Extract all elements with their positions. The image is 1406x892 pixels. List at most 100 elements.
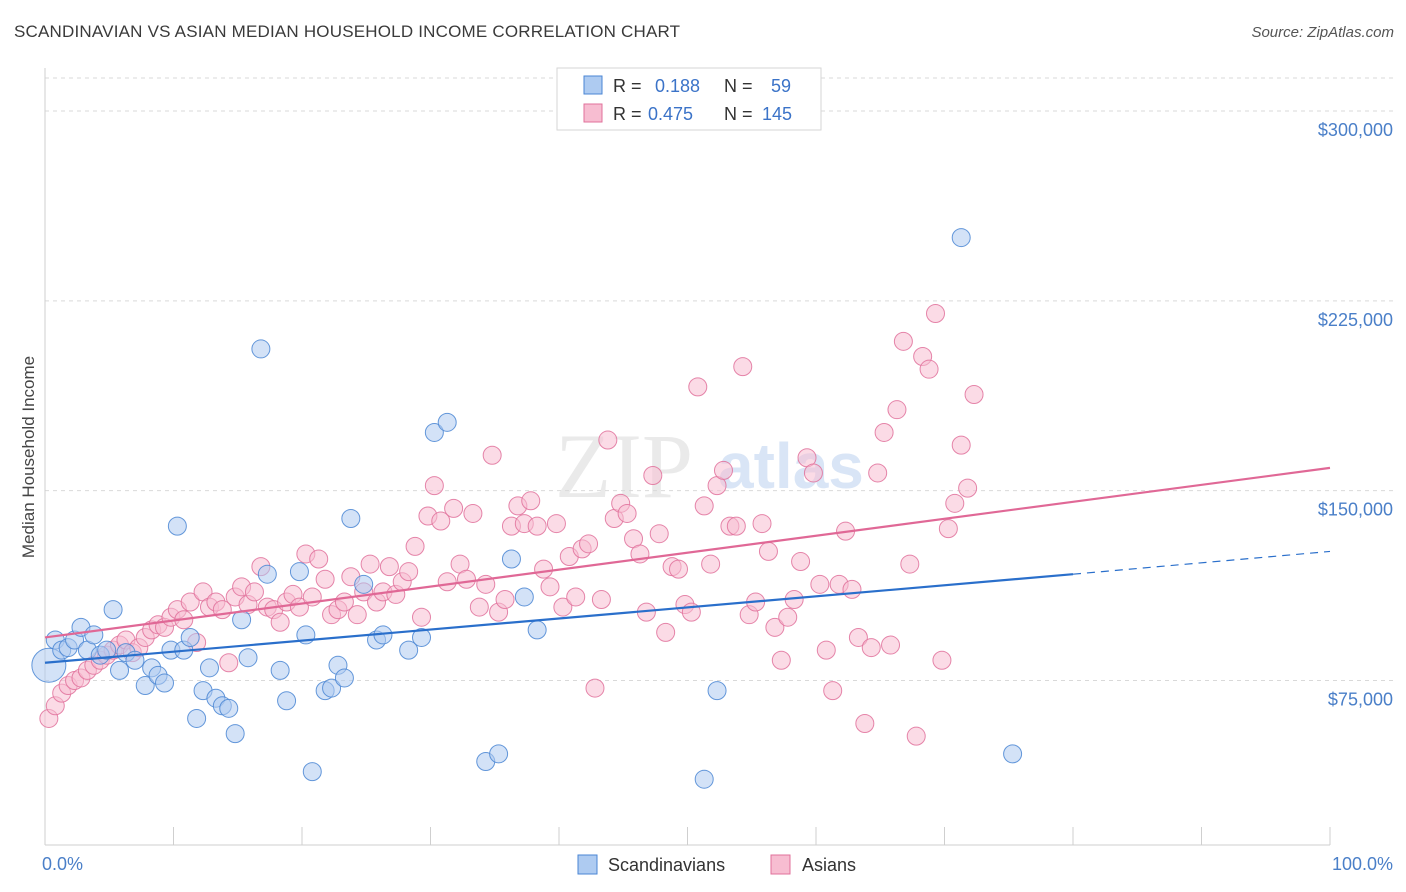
y-tick-label-0: $75,000: [1328, 689, 1393, 709]
legend-bottom-label-scandinavians: Scandinavians: [608, 855, 725, 875]
asian-point-119: [803, 463, 823, 483]
asian-point-107: [726, 516, 746, 536]
asian-point-135: [906, 726, 926, 746]
scandinavian-point-27: [219, 698, 239, 718]
asian-point-103: [701, 554, 721, 574]
asian-point-127: [855, 714, 875, 734]
scandinavian-point-19: [167, 516, 187, 536]
asian-point-112: [758, 541, 778, 561]
asian-point-85: [585, 678, 605, 698]
chart-source: Source: ZipAtlas.com: [1251, 24, 1394, 41]
scandinavian-point-51: [489, 744, 509, 764]
asian-point-32: [244, 582, 264, 602]
asian-point-69: [482, 445, 502, 465]
x-ticks: [173, 827, 1331, 845]
legend-r-label-scandinavians: R =: [613, 76, 642, 96]
asian-point-143: [958, 478, 978, 498]
asian-point-142: [951, 435, 971, 455]
legend-swatch-scandinavians: [583, 75, 603, 95]
legend-n-label-scandinavians: N =: [724, 76, 753, 96]
asian-point-102: [694, 496, 714, 516]
legend-bottom-label-asians: Asians: [802, 855, 856, 875]
asian-point-130: [874, 422, 894, 442]
asian-point-42: [309, 549, 329, 569]
asian-point-77: [534, 559, 554, 579]
scandinavian-point-41: [334, 668, 354, 688]
scandinavian-point-48: [424, 422, 444, 442]
asian-point-36: [270, 612, 290, 632]
scandinavian-point-17: [155, 673, 175, 693]
y-tick-label-3: $300,000: [1318, 120, 1393, 140]
scandinavian-point-10: [103, 600, 123, 620]
asians-trend-line: [44, 466, 1331, 639]
scandinavian-point-32: [257, 564, 277, 584]
scandinavian-point-55: [694, 769, 714, 789]
asian-point-128: [861, 638, 881, 658]
legend-top: R = 0.188 N = 59 R = 0.475 N = 145: [556, 67, 822, 131]
asian-point-57: [405, 536, 425, 556]
scandinavian-point-39: [322, 678, 342, 698]
asian-point-67: [469, 597, 489, 617]
asian-point-139: [932, 650, 952, 670]
scandinavian-point-33: [270, 660, 290, 680]
asian-point-134: [900, 554, 920, 574]
asian-point-79: [546, 514, 566, 534]
asian-point-105: [713, 460, 733, 480]
scandinavians-trend-extension: [1072, 550, 1331, 575]
scandinavians-trend-line: [44, 573, 1074, 664]
y-tick-label-2: $225,000: [1318, 310, 1393, 330]
scandinavian-point-34: [277, 691, 297, 711]
asian-point-121: [816, 640, 836, 660]
asian-point-58: [412, 607, 432, 627]
asian-point-48: [347, 605, 367, 625]
scandinavian-point-21: [180, 627, 200, 647]
x-tick-label-max: 100.0%: [1332, 854, 1393, 874]
asian-point-53: [379, 557, 399, 577]
scandinavian-point-43: [354, 574, 374, 594]
chart-title: SCANDINAVIAN VS ASIAN MEDIAN HOUSEHOLD I…: [14, 22, 681, 41]
asian-point-63: [444, 498, 464, 518]
asian-point-87: [598, 430, 618, 450]
asian-point-50: [360, 554, 380, 574]
scandinavian-point-30: [238, 648, 258, 668]
scandinavian-point-11: [110, 660, 130, 680]
asian-point-126: [848, 627, 868, 647]
y-tick-labels: $75,000 $150,000 $225,000 $300,000: [1318, 120, 1393, 709]
scandinavian-point-7: [84, 625, 104, 645]
asian-point-28: [219, 653, 239, 673]
asian-point-94: [643, 465, 663, 485]
watermark-atlas: atlas: [718, 430, 864, 502]
asian-point-141: [945, 493, 965, 513]
scandinavian-point-46: [399, 640, 419, 660]
asian-point-117: [791, 552, 811, 572]
asian-point-84: [579, 534, 599, 554]
legend-r-label-asians: R =: [613, 104, 642, 124]
asian-point-129: [868, 463, 888, 483]
asian-point-137: [919, 359, 939, 379]
asian-point-76: [527, 516, 547, 536]
asian-point-140: [938, 519, 958, 539]
scandinavian-point-22: [187, 708, 207, 728]
asian-point-78: [540, 577, 560, 597]
legend-bottom-swatch-asians: [770, 854, 791, 875]
scandinavian-point-28: [225, 724, 245, 744]
asian-point-133: [893, 331, 913, 351]
asian-point-75: [521, 491, 541, 511]
legend-bottom-swatch-scandinavians: [577, 854, 598, 875]
asian-point-144: [964, 384, 984, 404]
asian-point-86: [591, 589, 611, 609]
scandinavian-point-49: [437, 412, 457, 432]
asian-point-43: [315, 569, 335, 589]
asian-point-122: [823, 681, 843, 701]
scandinavian-point-57: [951, 228, 971, 248]
scandinavian-point-56: [707, 681, 727, 701]
asian-point-90: [617, 503, 637, 523]
asian-point-114: [771, 650, 791, 670]
asian-point-61: [431, 511, 451, 531]
scandinavian-point-24: [199, 658, 219, 678]
asian-point-111: [752, 514, 772, 534]
asian-point-120: [810, 574, 830, 594]
legend-n-value-scandinavians: 59: [771, 76, 791, 96]
y-axis-label: Median Household Income: [19, 356, 38, 558]
